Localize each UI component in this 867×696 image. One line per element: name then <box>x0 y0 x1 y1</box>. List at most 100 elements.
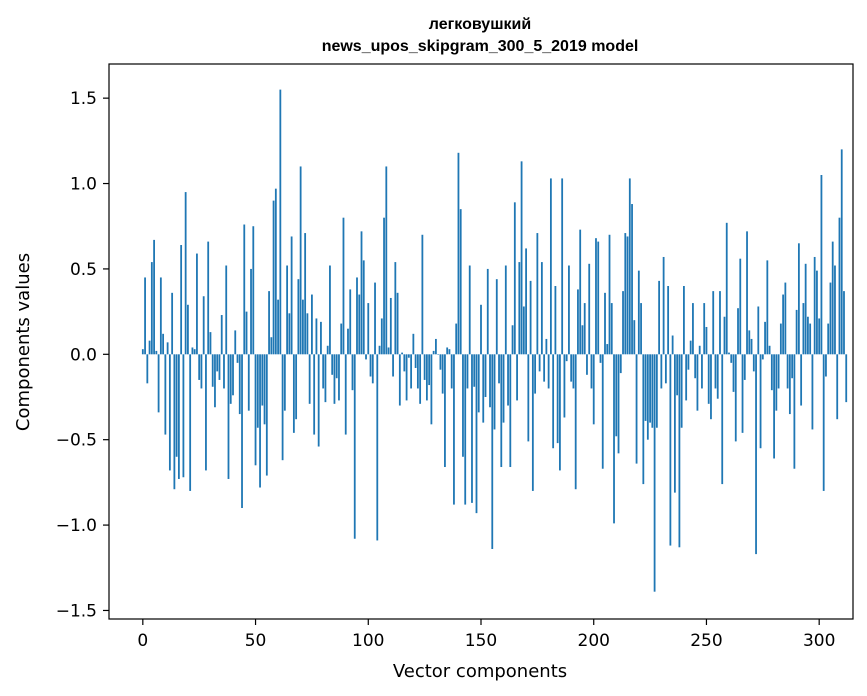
bar <box>265 354 268 476</box>
bar <box>198 354 201 380</box>
bar <box>225 265 228 355</box>
bar <box>788 354 791 415</box>
bar <box>705 326 708 355</box>
bar <box>840 149 843 355</box>
bar <box>687 354 690 370</box>
x-tick-label: 200 <box>578 631 610 651</box>
bar <box>214 354 216 408</box>
bar <box>441 354 444 394</box>
bar <box>604 292 606 355</box>
bar <box>696 354 699 411</box>
bar <box>365 354 367 360</box>
bar <box>243 224 246 355</box>
bar <box>552 354 555 449</box>
bar <box>153 239 155 355</box>
bar <box>315 318 318 355</box>
bar <box>518 262 521 355</box>
bar <box>737 308 739 355</box>
bar <box>227 354 230 479</box>
bar <box>617 354 620 454</box>
bar <box>527 354 530 442</box>
bar <box>367 303 370 355</box>
bar <box>150 262 153 355</box>
bar <box>547 354 550 389</box>
bar <box>613 354 615 524</box>
y-tick-label: 1.5 <box>70 89 97 109</box>
bar <box>662 256 665 355</box>
bar <box>834 265 836 355</box>
bar <box>396 292 399 355</box>
bar <box>714 354 717 389</box>
bar <box>362 260 365 355</box>
x-ticks: 0 50 100 150 200 250 300 <box>137 619 835 651</box>
bar <box>333 354 336 404</box>
bar <box>746 231 748 355</box>
bar <box>764 321 766 355</box>
bar <box>308 354 311 404</box>
bar <box>252 226 255 355</box>
bar <box>216 354 219 372</box>
bar <box>651 354 654 428</box>
bar <box>818 318 821 355</box>
bar <box>322 354 325 389</box>
y-tick-label: 0.0 <box>70 345 97 365</box>
bar <box>437 354 440 355</box>
bar <box>385 166 388 355</box>
bar <box>782 294 785 355</box>
bar <box>507 354 509 406</box>
bar <box>148 340 151 355</box>
bar <box>646 354 649 440</box>
bar <box>144 277 146 355</box>
bar <box>642 354 645 485</box>
bar <box>766 260 769 355</box>
bar <box>356 277 358 355</box>
bar <box>513 202 516 355</box>
bar <box>241 354 243 508</box>
bar <box>480 304 482 355</box>
bar <box>813 256 816 355</box>
bar <box>351 354 354 391</box>
bar <box>324 354 327 403</box>
bar <box>268 291 270 355</box>
bar <box>141 349 144 355</box>
bar <box>667 286 670 355</box>
bar <box>586 354 588 375</box>
bar <box>531 354 534 491</box>
bar <box>502 354 505 423</box>
bar <box>320 321 322 355</box>
bar <box>583 303 586 355</box>
bar <box>468 265 471 355</box>
chart-title-line1: легковушкий <box>429 16 531 33</box>
bar <box>180 245 183 355</box>
bar <box>628 178 631 355</box>
bar <box>525 248 527 355</box>
bar <box>423 354 426 380</box>
bar <box>342 217 345 355</box>
bar <box>741 354 744 433</box>
bar <box>653 354 656 592</box>
bar <box>692 303 694 355</box>
bar <box>712 291 715 355</box>
bar <box>590 354 593 389</box>
bar <box>511 325 514 355</box>
bar <box>378 345 381 355</box>
bar <box>807 316 809 355</box>
bar <box>723 316 726 355</box>
bar <box>446 347 449 355</box>
x-tick-label: 300 <box>803 631 835 651</box>
bar <box>189 354 192 491</box>
bar <box>482 354 485 423</box>
bar <box>588 263 591 355</box>
bar <box>730 354 733 363</box>
bar <box>838 217 841 355</box>
bar <box>545 338 548 355</box>
bar <box>622 291 624 355</box>
bar <box>644 354 647 421</box>
bar <box>290 236 293 355</box>
bar <box>191 347 194 355</box>
bar <box>297 279 300 355</box>
bar <box>444 354 446 468</box>
bar <box>349 289 352 355</box>
bar <box>477 354 480 413</box>
bar <box>802 303 805 355</box>
